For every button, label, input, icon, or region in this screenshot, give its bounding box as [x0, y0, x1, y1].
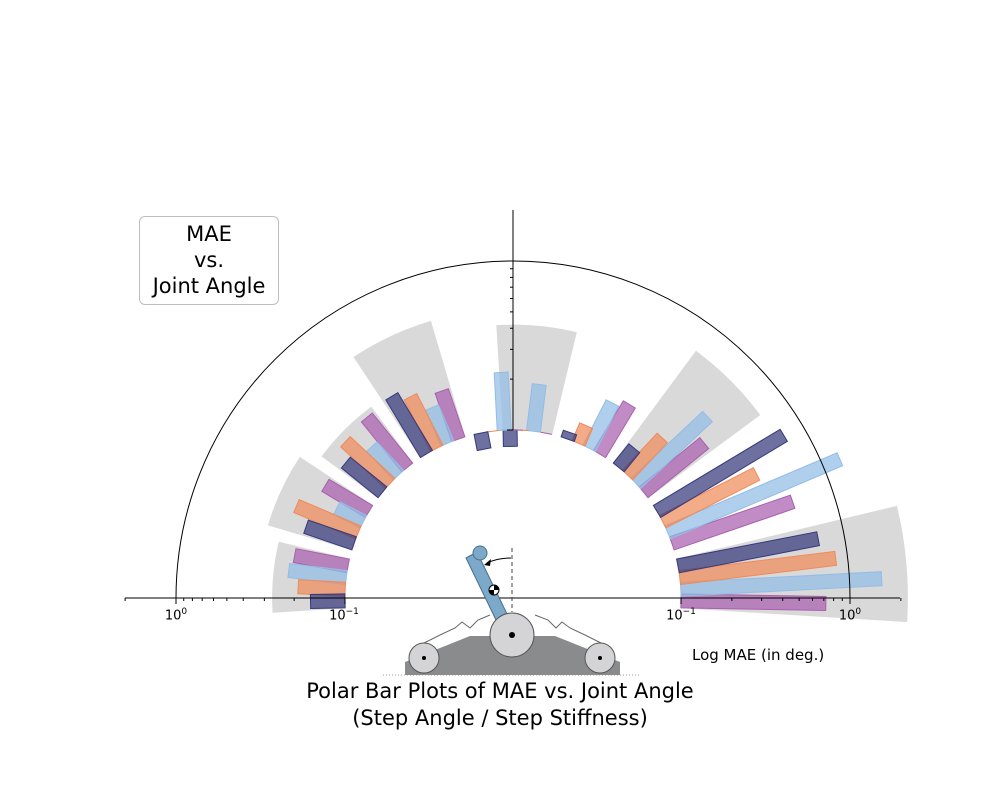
bar-group-1-series-0 — [668, 494, 796, 551]
highlight-sector-4 — [496, 324, 577, 435]
bar-group-6-series-0 — [434, 388, 466, 443]
bar-group-3-series-2 — [571, 422, 594, 447]
bar-group-0-series-3 — [675, 531, 821, 574]
bar-group-9-series-2 — [297, 579, 347, 597]
right-pulley-axle — [598, 656, 602, 660]
bar-group-2-series-0 — [638, 436, 710, 499]
bar-group-0-series-1 — [679, 571, 883, 597]
tick-label-right-1e0: 100 — [838, 607, 862, 624]
bar-group-8-series-2 — [293, 498, 362, 540]
joint-axle — [509, 632, 515, 638]
tick-label-left-1e-1: 10−1 — [329, 607, 359, 624]
spring-right — [534, 614, 606, 646]
bar-group-1-series-1 — [664, 452, 844, 540]
bar-group-2-series-1 — [630, 410, 714, 490]
bar-group-4-series-3 — [502, 429, 518, 448]
tick-label-right-1e-1: 10−1 — [666, 607, 696, 624]
chart-title: Polar Bar Plots of MAE vs. Joint Angle (… — [0, 678, 1000, 732]
bar-group-0-series-2 — [678, 550, 838, 586]
left-pulley-axle — [422, 656, 426, 660]
bar-group-2-series-3 — [612, 443, 641, 473]
bar-group-0-series-0 — [680, 593, 827, 611]
legend-line-3: Joint Angle — [152, 274, 266, 298]
bar-group-5-series-3 — [473, 431, 492, 452]
bar-group-6-series-2 — [403, 392, 444, 453]
bar-group-9-series-1 — [287, 562, 348, 586]
bar-group-9-series-0 — [292, 548, 351, 574]
chart-title-line-2: (Step Angle / Step Stiffness) — [352, 706, 648, 730]
bar-group-7-series-0 — [360, 412, 414, 473]
chart-title-line-1: Polar Bar Plots of MAE vs. Joint Angle — [306, 679, 694, 703]
legend-line-2: vs. — [193, 248, 225, 272]
tick-label-left-1e0: 100 — [164, 607, 188, 624]
bar-group-1-series-2 — [658, 467, 761, 529]
bar-group-8-series-3 — [303, 519, 358, 551]
bar-group-3-series-1 — [582, 399, 620, 453]
bar-layer — [287, 371, 883, 611]
bar-group-5-series-1 — [493, 371, 512, 432]
bar-group-2-series-2 — [621, 432, 669, 481]
bar-group-1-series-3 — [652, 428, 789, 519]
bar-group-7-series-2 — [339, 435, 396, 490]
center-of-mass-quadrants — [489, 585, 499, 595]
link-arm-tip — [472, 545, 488, 561]
bar-group-6-series-3 — [385, 392, 434, 459]
angle-arrow-head — [484, 559, 491, 566]
x-axis-label: Log MAE (in deg.) — [692, 646, 825, 664]
joint-mechanism-illustration — [383, 545, 640, 676]
legend-line-1: MAE — [186, 222, 232, 246]
bar-group-3-series-3 — [560, 429, 578, 443]
bar-group-7-series-3 — [340, 456, 388, 499]
bar-group-8-series-0 — [321, 478, 374, 519]
bar-group-3-series-0 — [592, 400, 637, 459]
bar-group-4-series-1 — [525, 383, 547, 433]
spring-left — [419, 614, 491, 646]
legend-box: MAE vs. Joint Angle — [139, 216, 279, 305]
